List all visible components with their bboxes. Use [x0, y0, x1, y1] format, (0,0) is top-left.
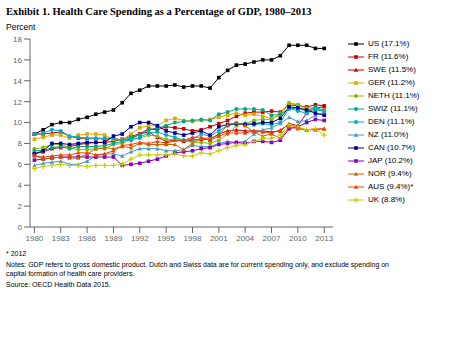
svg-text:2010: 2010 — [289, 234, 307, 243]
svg-text:0: 0 — [18, 223, 23, 232]
svg-text:1989: 1989 — [105, 234, 123, 243]
svg-text:12: 12 — [13, 98, 22, 107]
html-text:Percent: Percent — [6, 22, 36, 32]
svg-text:1992: 1992 — [131, 234, 149, 243]
html-text:US (17.1%): US (17.1%) — [368, 39, 410, 48]
svg-text:1986: 1986 — [78, 234, 96, 243]
html-text:Source: OECD Health Data 2015.: Source: OECD Health Data 2015. — [6, 281, 111, 288]
svg-text:8: 8 — [18, 139, 23, 148]
svg-text:16: 16 — [13, 56, 22, 65]
svg-text:2004: 2004 — [236, 234, 254, 243]
svg-text:2001: 2001 — [210, 234, 228, 243]
html-text:SWE (11.5%): SWE (11.5%) — [368, 65, 416, 74]
html-text:AUS (9.4%)*: AUS (9.4%)* — [368, 182, 414, 191]
svg-text:10: 10 — [13, 118, 22, 127]
svg-text:1995: 1995 — [157, 234, 175, 243]
svg-text:1983: 1983 — [52, 234, 70, 243]
html-text:Notes: GDP refers to gross dom: Notes: GDP refers to gross domestic prod… — [6, 261, 389, 277]
html-text:CAN (10.7%): CAN (10.7%) — [368, 143, 416, 152]
html-text:JAP (10.2%): JAP (10.2%) — [368, 156, 413, 165]
html-text:NETH (11.1%): NETH (11.1%) — [368, 91, 420, 100]
svg-text:2: 2 — [18, 202, 23, 211]
html-text:FR (11.6%): FR (11.6%) — [368, 52, 409, 61]
html-text:GER (11.2%): GER (11.2%) — [368, 78, 415, 87]
svg-text:18: 18 — [13, 35, 22, 44]
svg-text:1998: 1998 — [184, 234, 202, 243]
svg-text:1980: 1980 — [25, 234, 43, 243]
svg-text:14: 14 — [13, 77, 22, 86]
html-text:* 2012: * 2012 — [6, 250, 27, 257]
svg-text:6: 6 — [18, 160, 23, 169]
svg-text:2007: 2007 — [263, 234, 281, 243]
svg-text:4: 4 — [18, 181, 23, 190]
html-text:Exhibit 1. Health Care Spendin: Exhibit 1. Health Care Spending as a Per… — [6, 6, 312, 17]
html-text:NZ (11.0%): NZ (11.0%) — [368, 130, 409, 139]
html-text:NOR (9.4%): NOR (9.4%) — [368, 169, 412, 178]
html-text:DEN (11.1%): DEN (11.1%) — [368, 117, 415, 126]
svg-text:2013: 2013 — [315, 234, 333, 243]
html-text:SWIZ (11.1%): SWIZ (11.1%) — [368, 104, 418, 113]
html-text:UK (8.8%): UK (8.8%) — [368, 195, 405, 204]
